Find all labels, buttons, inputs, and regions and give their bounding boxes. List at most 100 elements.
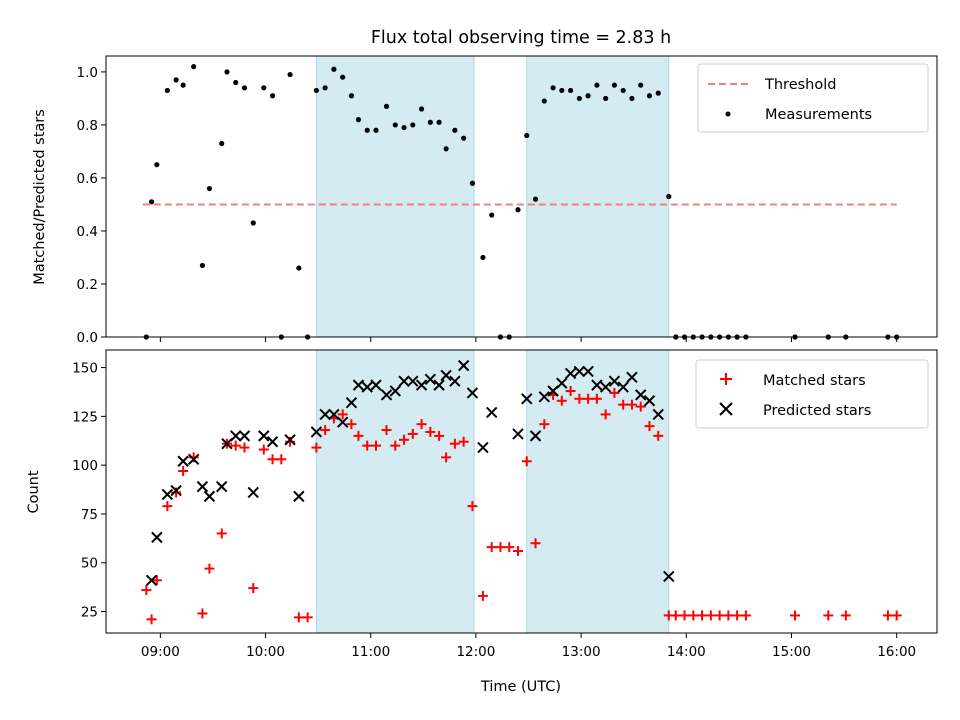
measurement-point: [576, 95, 582, 102]
matched-star-point: [583, 393, 594, 404]
matched-star-point: [591, 393, 602, 404]
measurement-point: [418, 106, 425, 112]
measurement-point: [173, 77, 179, 83]
measurement-point: [603, 95, 609, 102]
matched-star-point: [521, 456, 532, 467]
measurement-point: [373, 127, 379, 133]
measurement-point: [199, 262, 206, 269]
predicted-star-point: [608, 375, 621, 387]
measurement-point: [154, 162, 160, 168]
bottom-y-tick-label: 25: [81, 605, 98, 621]
predicted-star-point: [635, 389, 647, 401]
matched-star-point: [486, 542, 497, 553]
predicted-star-point: [293, 490, 305, 503]
top-x-ticks: [159, 337, 898, 342]
x-tick-label: 13:00: [562, 644, 601, 660]
top-y-tick-label: 0.6: [77, 171, 98, 187]
matched-star-point: [258, 444, 269, 455]
matched-star-point: [370, 440, 381, 451]
predicted-star-point: [398, 375, 410, 387]
matched-star-point: [626, 399, 637, 410]
matched-star-point: [714, 610, 725, 621]
bottom-shaded-interval: [315, 349, 475, 634]
matched-star-point: [574, 393, 585, 404]
matched-star-point: [346, 419, 357, 430]
predicted-star-point: [247, 486, 259, 499]
matched-star-point: [467, 501, 478, 512]
matched-star-point: [697, 610, 708, 621]
measurement-point: [348, 93, 355, 99]
matched-star-point: [512, 546, 523, 557]
matched-star-point: [670, 610, 681, 621]
measurement-point: [180, 82, 186, 88]
matched-star-point: [530, 538, 541, 549]
top-y-tick-label: 1.0: [77, 65, 98, 81]
matched-star-point: [441, 452, 452, 463]
predicted-star-point: [415, 379, 428, 391]
measurement-point: [594, 82, 600, 88]
bottom-y-tick-label: 150: [72, 361, 98, 377]
measurement-point: [355, 117, 362, 123]
legend-matched-label: Matched stars: [763, 373, 866, 389]
matched-star-point: [416, 419, 427, 430]
measurement-point: [550, 85, 556, 91]
predicted-star-point: [203, 490, 216, 503]
predicted-star-point: [177, 455, 189, 467]
measurement-point: [261, 85, 267, 91]
matched-star-point: [600, 409, 611, 420]
measurement-point: [219, 140, 225, 147]
legend-measurements-label: Measurements: [765, 107, 872, 123]
x-axis-label: Time (UTC): [480, 679, 561, 695]
x-tick-label: 10:00: [246, 644, 285, 660]
predicted-stars-series: [145, 359, 675, 587]
bottom-x-axis: 09:00 10:00 11:00 12:00 13:00 14:00 15:00 16:00: [141, 633, 916, 660]
measurement-point: [436, 119, 442, 125]
predicted-star-point: [591, 379, 603, 391]
predicted-star-point: [345, 396, 358, 409]
matched-star-point: [789, 610, 800, 621]
matched-star-point: [635, 401, 646, 412]
top-shaded-interval: [315, 55, 475, 338]
matched-star-point: [362, 440, 373, 451]
measurement-point: [241, 85, 248, 91]
matched-star-point: [146, 614, 157, 625]
measurement-point: [443, 146, 449, 152]
matched-star-point: [197, 608, 208, 619]
measurement-point: [148, 199, 155, 205]
predicted-star-point: [266, 436, 279, 448]
predicted-star-point: [352, 379, 365, 391]
matched-star-point: [723, 610, 734, 621]
matched-star-point: [679, 610, 690, 621]
matched-star-point: [823, 610, 834, 621]
matched-star-point: [302, 612, 313, 623]
legend-matched-swatch: [720, 373, 732, 385]
matched-star-point: [407, 428, 418, 439]
x-tick-label: 14:00: [667, 644, 706, 660]
matched-star-point: [740, 610, 751, 621]
predicted-star-point: [389, 385, 401, 397]
measurement-point: [269, 93, 276, 99]
measurement-point: [480, 254, 486, 261]
matched-stars-series: [141, 385, 902, 625]
predicted-star-point: [457, 359, 470, 372]
bottom-y-axis: 25 50 75 100 125 150: [72, 361, 106, 621]
x-tick-label: 15:00: [772, 644, 811, 660]
measurement-point: [585, 93, 591, 99]
matched-star-point: [425, 426, 436, 437]
measurement-point: [322, 85, 328, 91]
matched-star-point: [204, 563, 215, 574]
matched-star-point: [230, 440, 241, 451]
matched-star-point: [565, 385, 576, 396]
measurement-point: [233, 79, 239, 86]
bottom-legend: Matched stars Predicted stars: [695, 359, 929, 429]
predicted-star-point: [521, 393, 533, 405]
predicted-star-point: [626, 371, 638, 384]
x-tick-label: 11:00: [351, 644, 390, 660]
top-y-axis-label: Matched/Predicted stars: [32, 109, 48, 285]
measurement-point: [392, 122, 398, 128]
predicted-star-point: [564, 367, 577, 380]
bottom-panel: 25 50 75 100 125 150 09:00 10:00 11:00 12:00 13:0…: [26, 349, 938, 695]
measurement-point: [666, 193, 672, 200]
top-y-tick-label: 0.4: [77, 224, 98, 240]
